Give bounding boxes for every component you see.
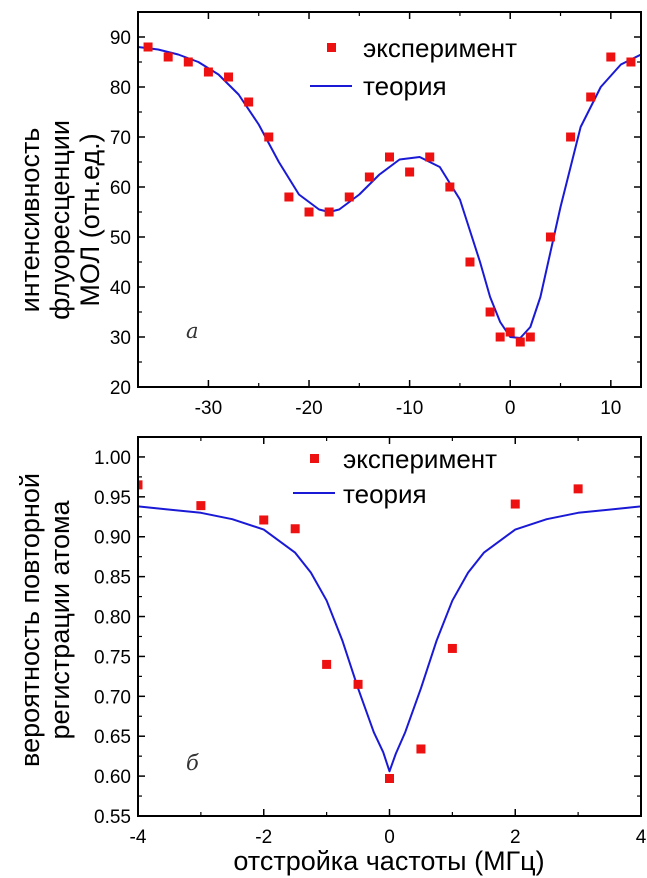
panel-a-experiment-point <box>143 42 153 52</box>
panel-a-legend-theory: теория <box>363 71 447 101</box>
panel-b-xtick-label: 0 <box>384 827 395 848</box>
panel-a-legend-experiment: эксперимент <box>363 33 517 63</box>
panel-a-experiment-point <box>304 207 314 217</box>
panel-b-ytick-label: 0.60 <box>94 767 131 788</box>
panel-b-experiment-point <box>510 499 520 509</box>
panel-a-experiment-point <box>606 52 616 62</box>
panel-a-experiment-point <box>495 332 505 342</box>
panel-a-xtick-label: 0 <box>505 398 516 419</box>
panel-a-ytick-label: 80 <box>110 78 131 99</box>
panel-a-theory-line <box>138 46 641 339</box>
panel-b-experiment-point <box>573 484 583 494</box>
panel-a-legend: эксперимент теория <box>310 33 517 101</box>
panel-b-ytick-label: 0.95 <box>94 488 131 509</box>
panel-b-ytick-label: 0.55 <box>94 807 131 828</box>
panel-a-xtick-label: 10 <box>600 398 621 419</box>
panel-a-experiment-point <box>244 97 254 107</box>
panel-b-experiment-point <box>138 480 143 490</box>
panel-a-experiment-point <box>224 72 234 82</box>
panel-b-experiment-point <box>196 501 206 511</box>
panel-b-legend-theory: теория <box>343 479 427 509</box>
panel-a-experiment-point <box>344 192 354 202</box>
panel-a-experiment-point <box>364 172 374 182</box>
panel-a-marks: -30 -20 -10 0 10 20 30 40 50 60 70 80 90 <box>110 12 641 419</box>
panel-b-experiment-point <box>416 744 426 754</box>
panel-b-xtick-label: 4 <box>636 827 647 848</box>
panel-b-experiment-point <box>385 773 394 783</box>
panel-a-legend-marker <box>327 43 336 52</box>
panel-a-label: a <box>186 319 199 343</box>
panel-a-ytick-label: 90 <box>110 28 131 49</box>
panel-b-ytick-label: 0.70 <box>94 687 131 708</box>
panel-b-label: б <box>186 751 199 775</box>
panel-a-experiment-point <box>485 307 495 317</box>
panel-a-ytick-label: 40 <box>110 278 131 299</box>
panel-b-xlabel: отстройка частоты (МГц) <box>233 846 544 876</box>
panel-b-ytick-label: 0.75 <box>94 647 131 668</box>
panel-b-legend: эксперимент теория <box>293 444 497 509</box>
panel-b-legend-experiment: эксперимент <box>343 444 497 474</box>
panel-a-xtick-label: -30 <box>195 398 222 419</box>
panel-a-experiment-point <box>545 232 555 242</box>
panel-b-xtick-label: -2 <box>255 827 272 848</box>
panel-a-experiment-point <box>465 257 475 267</box>
panel-a-ylabel-line1: интенсивность <box>15 128 45 313</box>
panel-a-ytick-label: 20 <box>110 378 131 399</box>
panel-b-ytick-label: 1.00 <box>94 448 131 469</box>
panel-b-experiment-point <box>447 643 457 653</box>
panel-b-ytick-label: 0.65 <box>94 727 131 748</box>
panel-b-xtick-label: -4 <box>130 827 147 848</box>
panel-a-ylabel-line2: флуоресценции <box>45 120 75 320</box>
panel-b: вероятность повторной регистрации атома … <box>15 436 647 876</box>
panel-a-experiment-point <box>203 67 213 77</box>
panel-a-xtick-label: -20 <box>295 398 322 419</box>
panel-a-experiment-point <box>183 57 193 67</box>
panel-b-ytick-label: 0.80 <box>94 608 131 629</box>
panel-a-ytick-label: 50 <box>110 228 131 249</box>
panel-a-ytick-label: 30 <box>110 328 131 349</box>
panel-b-experiment-point <box>322 659 332 669</box>
panel-a-experiment-point <box>264 132 274 142</box>
panel-b-xtick-label: 2 <box>510 827 521 848</box>
panel-b-marks: -4 -2 0 2 4 0.55 0.60 0.65 0.70 0.75 0.80 0.85 0.90 0… <box>94 437 647 848</box>
panel-b-ytick-label: 0.85 <box>94 568 131 589</box>
panel-b-experiment-point <box>353 679 363 689</box>
panel-a: интенсивность флуоресценции МОЛ (отн.ед.… <box>15 11 642 419</box>
panel-b-frame <box>137 436 642 817</box>
panel-a-experiment-point <box>324 207 334 217</box>
panel-b-ylabel-line2: регистрации атома <box>45 499 75 739</box>
panel-b-experiment-point <box>290 524 300 534</box>
panel-a-experiment-point <box>163 52 173 62</box>
panel-a-ylabel-line3: МОЛ (отн.ед.) <box>75 133 105 306</box>
panel-b-ytick-label: 0.90 <box>94 528 131 549</box>
panel-a-experiment-point <box>445 182 455 192</box>
panel-a-experiment-point <box>515 337 525 347</box>
panel-a-experiment-point <box>525 332 535 342</box>
panel-a-experiment-point <box>626 57 636 67</box>
panel-a-experiment-point <box>566 132 576 142</box>
panel-b-legend-marker <box>310 454 319 463</box>
panel-b-experiment-point <box>259 515 269 525</box>
panel-a-experiment-point <box>405 167 415 177</box>
panel-a-experiment-point <box>284 192 294 202</box>
panel-a-frame <box>137 11 642 388</box>
panel-a-xtick-label: -10 <box>396 398 423 419</box>
panel-a-experiment-point <box>505 327 515 337</box>
panel-a-ytick-label: 70 <box>110 128 131 149</box>
panel-b-ylabel-line1: вероятность повторной <box>15 473 45 767</box>
panel-a-experiment-point <box>586 92 596 102</box>
panel-a-experiment-point <box>385 152 394 162</box>
panel-b-theory-line <box>138 505 641 773</box>
panel-a-experiment-point <box>425 152 435 162</box>
panel-a-ytick-label: 60 <box>110 178 131 199</box>
